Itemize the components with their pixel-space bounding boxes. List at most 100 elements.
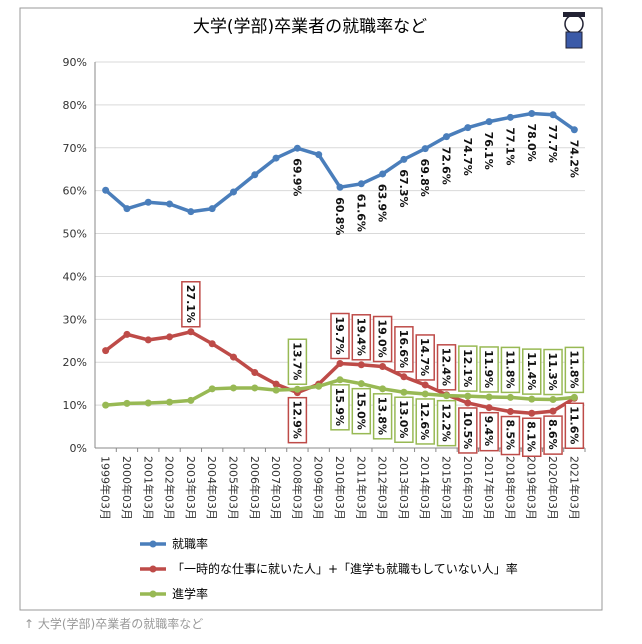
point <box>144 336 152 344</box>
value-label: 19.4% <box>354 318 367 356</box>
x-tick-label: 2012年03月 <box>376 456 390 520</box>
value-label: 12.2% <box>440 404 453 442</box>
point <box>229 188 237 196</box>
point <box>400 155 408 163</box>
label-box <box>543 348 563 396</box>
label-box <box>287 396 308 444</box>
legend-marker <box>149 565 157 573</box>
point <box>506 408 514 416</box>
point <box>272 154 280 162</box>
point <box>379 363 387 371</box>
x-tick-label: 2021年03月 <box>567 456 581 520</box>
point <box>464 124 472 132</box>
caption: ↑ 大学(学部)卒業者の就職率など <box>24 616 203 631</box>
legend-label: 「一時的な仕事に就いた人」+「進学も就職もしていない人」率 <box>172 561 518 576</box>
x-tick-label: 2013年03月 <box>397 456 411 520</box>
value-label: 27.1% <box>184 285 197 323</box>
legend-marker <box>149 540 157 548</box>
label-box <box>543 415 563 455</box>
value-label: 69.8% <box>418 159 431 197</box>
value-label: 11.4% <box>525 352 538 390</box>
value-label: 14.7% <box>418 338 431 376</box>
point <box>421 381 429 389</box>
point <box>549 407 557 415</box>
mascot-icon <box>563 12 585 49</box>
label-box <box>415 398 435 445</box>
x-tick-label: 2020年03月 <box>546 456 560 520</box>
point <box>123 330 131 338</box>
point <box>293 385 301 393</box>
point <box>506 113 514 121</box>
point <box>485 393 493 401</box>
value-label: 13.7% <box>290 342 303 380</box>
point <box>443 133 451 141</box>
label-box <box>351 387 372 435</box>
value-label: 9.4% <box>482 416 495 447</box>
label-box <box>500 415 521 456</box>
point <box>336 376 344 384</box>
value-label: 60.8% <box>333 197 346 235</box>
value-label: 63.9% <box>376 184 389 222</box>
value-label: 11.3% <box>546 353 559 391</box>
x-tick-label: 2017年03月 <box>482 456 496 520</box>
value-label: 12.4% <box>440 348 453 386</box>
x-tick-label: 1999年03月 <box>99 456 113 520</box>
label-box <box>521 417 542 458</box>
label-box <box>351 314 372 361</box>
y-tick-label: 70% <box>63 142 87 155</box>
x-tick-label: 2004年03月 <box>205 456 219 520</box>
value-label: 61.6% <box>354 194 367 232</box>
legend-label: 就職率 <box>172 536 208 551</box>
point <box>400 373 408 381</box>
label-box <box>564 346 585 394</box>
value-label: 11.8% <box>503 350 516 388</box>
point <box>400 388 408 396</box>
point <box>528 395 536 403</box>
point <box>421 390 429 398</box>
value-label: 15.9% <box>333 388 346 426</box>
label-box <box>330 312 350 360</box>
point <box>208 385 216 393</box>
point <box>443 392 451 400</box>
x-tick-label: 2018年03月 <box>503 456 517 520</box>
y-tick-label: 50% <box>63 228 87 241</box>
point <box>144 399 152 407</box>
point <box>528 409 536 417</box>
point <box>187 396 195 404</box>
label-box <box>500 346 521 394</box>
x-tick-label: 2008年03月 <box>290 456 304 520</box>
point <box>123 205 131 213</box>
point <box>251 171 259 179</box>
point <box>506 393 514 401</box>
point <box>421 145 429 153</box>
point <box>251 369 259 377</box>
point <box>549 396 557 404</box>
value-label: 8.1% <box>525 421 538 452</box>
value-label: 13.8% <box>376 397 389 435</box>
point <box>315 382 323 390</box>
value-label: 77.1% <box>503 127 516 165</box>
label-box <box>181 281 201 328</box>
value-label: 74.7% <box>461 138 474 176</box>
value-label: 11.8% <box>567 350 580 388</box>
point <box>528 109 536 117</box>
point <box>464 392 472 400</box>
value-label: 13.0% <box>397 400 410 438</box>
y-tick-label: 80% <box>63 99 87 112</box>
value-label: 67.3% <box>397 169 410 207</box>
point <box>570 126 578 134</box>
label-box <box>436 344 457 391</box>
y-tick-label: 20% <box>63 356 87 369</box>
value-label: 11.6% <box>567 406 580 444</box>
point <box>549 111 557 119</box>
chart-frame <box>19 7 603 611</box>
value-label: 12.6% <box>418 402 431 440</box>
value-label: 8.6% <box>546 419 559 450</box>
point <box>187 328 195 336</box>
label-box <box>564 402 585 449</box>
value-label: 8.5% <box>503 420 516 451</box>
point <box>293 144 301 152</box>
label-box <box>394 396 414 443</box>
x-tick-label: 2010年03月 <box>333 456 347 520</box>
